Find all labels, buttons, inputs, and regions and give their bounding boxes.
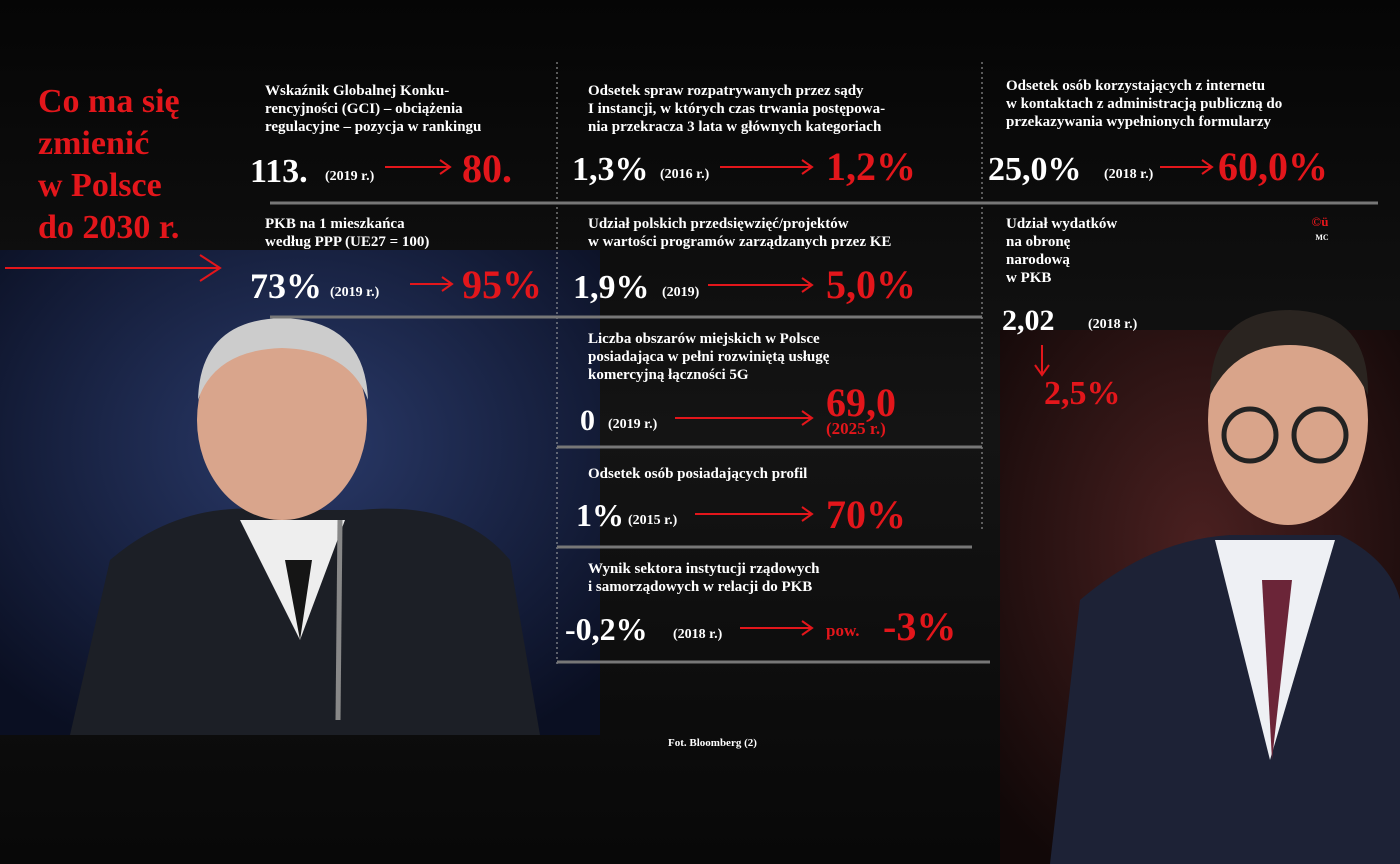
indicator-label: PKB na 1 mieszkańca xyxy=(265,216,405,232)
indicator-label: posiadająca w pełni rozwiniętą usługę xyxy=(588,349,830,365)
from-value: 113. xyxy=(250,153,308,190)
decoration xyxy=(1291,406,1349,464)
arrow-head xyxy=(1034,364,1050,377)
indicator-label: Udział polskich przedsięwzięć/projektów xyxy=(588,216,849,232)
from-note: (2018 r.) xyxy=(673,627,723,642)
arrow-head xyxy=(1201,159,1214,175)
arrow-head xyxy=(801,620,814,636)
arrow-head xyxy=(801,506,814,522)
indicator: Wynik sektora instytucji rządowych i samo… xyxy=(565,561,956,649)
indicator-label: i samorządowych w relacji do PKB xyxy=(588,579,812,595)
from-value: -0,2% xyxy=(565,611,648,647)
indicator-label: Wskaźnik Globalnej Konku- xyxy=(265,83,449,99)
decoration xyxy=(335,519,343,721)
indicator-label: narodową xyxy=(1006,252,1070,268)
indicator: Wskaźnik Globalnej Konku-rencyjności (GC… xyxy=(250,83,512,191)
indicator: Odsetek spraw rozpatrywanych przez sądy I… xyxy=(572,83,916,189)
indicator: Udział polskich przedsięwzięć/projektów w… xyxy=(573,216,916,307)
to-note: (2025 r.) xyxy=(826,419,886,438)
from-note: (2018 r.) xyxy=(1088,317,1138,332)
indicator: Udział wydatków na obronę narodową w PKB 2,0… xyxy=(1002,216,1138,412)
title-line: zmienić xyxy=(38,125,149,162)
decoration xyxy=(1050,535,1400,864)
from-value: 1,3% xyxy=(572,151,649,188)
decoration xyxy=(285,560,312,640)
to-prefix: pow. xyxy=(826,621,860,640)
from-value: 25,0% xyxy=(988,151,1082,188)
arrow-head xyxy=(801,159,814,175)
from-note: (2016 r.) xyxy=(660,167,710,182)
indicator: PKB na 1 mieszkańca według PPP (UE27 = 10… xyxy=(250,216,542,307)
arrow-head xyxy=(801,410,814,426)
layout-lines xyxy=(5,62,1378,665)
from-value: 1% xyxy=(576,497,624,533)
from-note: (2019 r.) xyxy=(325,169,375,184)
indicator-label: komercyjną łączności 5G xyxy=(588,367,749,383)
to-value: 69,0 xyxy=(826,380,896,425)
to-value: 5,0% xyxy=(826,262,916,307)
from-value: 73% xyxy=(250,266,322,306)
left-photo xyxy=(0,250,600,735)
from-note: (2018 r.) xyxy=(1104,167,1154,182)
indicator-label: przekazywania wypełnionych formularzy xyxy=(1006,114,1271,130)
indicator: Odsetek osób korzystających z internetu w… xyxy=(988,78,1328,189)
indicator: Liczba obszarów miejskich w Polsce posiad… xyxy=(580,331,896,438)
to-value: 2,5% xyxy=(1044,375,1121,412)
title: Co ma się zmienić w Polsce do 2030 r. xyxy=(38,83,180,246)
arrow-head xyxy=(441,276,454,292)
to-value: 1,2% xyxy=(826,144,916,189)
arrow-head xyxy=(801,277,814,293)
logo: ©ü xyxy=(1312,214,1329,229)
arrow-head xyxy=(439,159,452,175)
indicator-label: Wynik sektora instytucji rządowych xyxy=(588,561,820,577)
from-value: 2,02 xyxy=(1002,304,1055,337)
from-note: (2019) xyxy=(662,285,700,300)
decoration xyxy=(198,318,368,400)
indicator-label: w kontaktach z administracją publiczną d… xyxy=(1006,96,1282,112)
from-value: 0 xyxy=(580,404,595,437)
right-photo xyxy=(1000,310,1400,864)
indicator-label: w PKB xyxy=(1006,270,1051,286)
from-note: (2015 r.) xyxy=(628,513,678,528)
decoration xyxy=(197,320,367,520)
to-value: -3% xyxy=(883,604,956,649)
to-value: 80. xyxy=(462,146,512,191)
indicator-label: na obronę xyxy=(1006,234,1071,250)
indicators: Wskaźnik Globalnej Konku-rencyjności (GC… xyxy=(250,78,1328,649)
to-value: 60,0% xyxy=(1218,144,1328,189)
logo: MC xyxy=(1315,233,1329,242)
indicator-label: rencyjności (GCI) – obciążenia xyxy=(265,101,463,117)
indicator-label: nia przekracza 3 lata w głównych kategor… xyxy=(588,119,882,135)
from-note: (2019 r.) xyxy=(608,417,658,432)
decoration xyxy=(199,254,222,282)
from-note: (2019 r.) xyxy=(330,285,380,300)
indicator-label: Udział wydatków xyxy=(1006,216,1117,232)
indicator-label: Odsetek spraw rozpatrywanych przez sądy xyxy=(588,83,864,99)
decoration xyxy=(1208,315,1368,525)
indicator-label: w wartości programów zarządzanych przez … xyxy=(588,234,891,250)
indicator-label: według PPP (UE27 = 100) xyxy=(265,234,429,250)
indicator-label: Liczba obszarów miejskich w Polsce xyxy=(588,331,820,347)
title-line: do 2030 r. xyxy=(38,209,179,246)
indicator-label: Odsetek osób korzystających z internetu xyxy=(1006,78,1265,94)
indicator: Odsetek osób posiadających profil 1% (2015… xyxy=(576,466,906,537)
title-line: Co ma się xyxy=(38,83,180,120)
decoration xyxy=(1210,310,1369,395)
photo-credit: Fot. Bloomberg (2) xyxy=(668,737,757,749)
indicator-label: I instancji, w których czas trwania post… xyxy=(588,101,885,117)
indicator-label: Odsetek osób posiadających profil xyxy=(588,466,807,482)
to-value: 70% xyxy=(826,492,906,537)
decoration xyxy=(1262,580,1292,760)
to-value: 95% xyxy=(462,262,542,307)
indicator-label: regulacyjne – pozycja w rankingu xyxy=(265,119,481,135)
decoration xyxy=(1221,406,1279,464)
from-value: 1,9% xyxy=(573,269,650,306)
title-line: w Polsce xyxy=(38,167,162,204)
